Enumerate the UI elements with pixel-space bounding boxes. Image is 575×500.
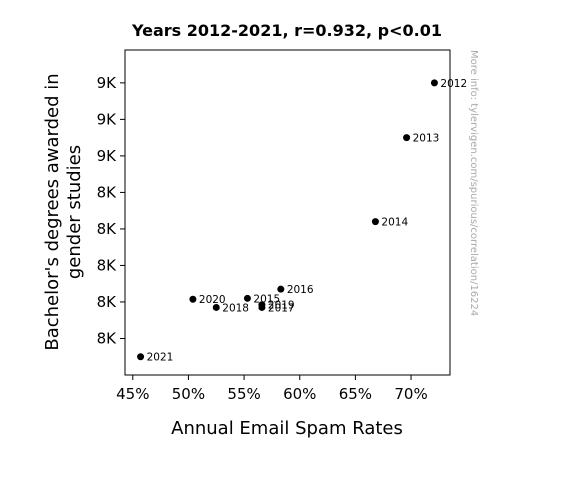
- y-axis: 8K 8K 8K 8K 8K 9K 9K 9K: [97, 74, 125, 347]
- x-tick-label: 70%: [394, 385, 427, 403]
- y-axis-label-line-2: gender studies: [64, 145, 85, 279]
- data-point: [371, 218, 379, 226]
- y-tick-label: 9K: [97, 147, 118, 165]
- source-watermark: More info: tylervigen.com/spurious/corre…: [468, 50, 479, 316]
- y-axis-label-line-1: Bachelor's degrees awarded in: [42, 73, 63, 350]
- x-axis: 45% 50% 55% 60% 65% 70%: [116, 375, 428, 403]
- y-tick-label: 8K: [97, 293, 118, 311]
- x-tick-label: 50%: [172, 385, 205, 403]
- data-point-label: 2019: [268, 300, 295, 312]
- y-tick-label: 8K: [97, 329, 118, 347]
- data-point-label: 2017: [268, 302, 295, 314]
- data-point-label: 2014: [381, 217, 408, 229]
- x-tick-label: 60%: [283, 385, 316, 403]
- data-point-label: 2012: [440, 78, 467, 90]
- data-point: [212, 303, 220, 311]
- data-point: [403, 134, 411, 142]
- data-point: [430, 79, 438, 87]
- x-tick-label: 65%: [339, 385, 372, 403]
- y-tick-label: 9K: [97, 110, 118, 128]
- data-point: [189, 295, 197, 303]
- data-point-label: 2013: [413, 133, 440, 145]
- y-tick-label: 8K: [97, 256, 118, 274]
- x-tick-label: 55%: [227, 385, 260, 403]
- x-axis-label: Annual Email Spam Rates: [171, 418, 403, 439]
- data-point: [277, 285, 285, 293]
- data-point: [137, 353, 145, 361]
- data-point-label: 2016: [287, 284, 314, 296]
- y-tick-label: 8K: [97, 183, 118, 201]
- y-tick-label: 8K: [97, 220, 118, 238]
- plot-area: [124, 49, 451, 376]
- data-point-label: 2018: [222, 302, 249, 314]
- y-tick-label: 9K: [97, 74, 118, 92]
- chart-title: Years 2012-2021, r=0.932, p<0.01: [131, 21, 442, 40]
- data-point: [258, 301, 266, 309]
- data-point: [243, 294, 251, 302]
- data-point-label: 2021: [147, 352, 174, 364]
- x-tick-label: 45%: [116, 385, 149, 403]
- data-point-label: 2020: [199, 294, 226, 306]
